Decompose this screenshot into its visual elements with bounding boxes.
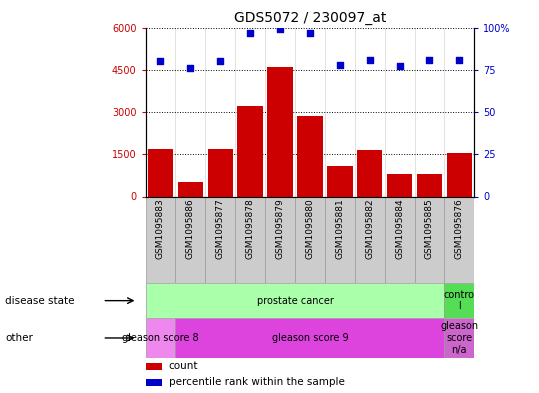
Bar — [178, 182, 203, 196]
Text: GSM1095886: GSM1095886 — [186, 198, 195, 259]
Bar — [447, 153, 472, 196]
Text: other: other — [5, 333, 33, 343]
Bar — [445, 318, 474, 358]
Point — [306, 29, 314, 36]
Point — [455, 57, 464, 63]
Text: GSM1095879: GSM1095879 — [275, 198, 285, 259]
Text: GSM1095882: GSM1095882 — [365, 198, 374, 259]
Point — [186, 65, 195, 71]
Bar — [238, 107, 263, 196]
Bar — [148, 149, 173, 196]
Text: GSM1095880: GSM1095880 — [306, 198, 314, 259]
Text: contro
l: contro l — [444, 290, 475, 311]
Text: prostate cancer: prostate cancer — [257, 296, 334, 306]
Bar — [445, 283, 474, 318]
Text: count: count — [169, 362, 198, 371]
Bar — [146, 196, 175, 283]
Bar — [414, 196, 445, 283]
Text: GSM1095876: GSM1095876 — [455, 198, 464, 259]
Bar — [175, 196, 205, 283]
Text: GSM1095884: GSM1095884 — [395, 198, 404, 259]
Bar — [385, 196, 414, 283]
Point — [276, 26, 285, 32]
Bar — [235, 196, 265, 283]
Bar — [295, 196, 325, 283]
Bar — [297, 116, 323, 196]
Text: gleason score 9: gleason score 9 — [272, 333, 348, 343]
Bar — [146, 363, 162, 370]
Bar — [146, 318, 175, 358]
Bar — [355, 196, 385, 283]
Point — [216, 58, 225, 64]
Text: disease state: disease state — [5, 296, 75, 306]
Text: gleason
score
n/a: gleason score n/a — [440, 321, 479, 354]
Bar — [208, 149, 233, 196]
Bar — [267, 67, 293, 196]
Text: percentile rank within the sample: percentile rank within the sample — [169, 377, 344, 387]
Point — [365, 57, 374, 63]
Text: GSM1095881: GSM1095881 — [335, 198, 344, 259]
Title: GDS5072 / 230097_at: GDS5072 / 230097_at — [234, 11, 386, 25]
Bar — [325, 196, 355, 283]
Bar — [265, 196, 295, 283]
Bar — [205, 196, 235, 283]
Point — [425, 57, 434, 63]
Point — [246, 29, 254, 36]
Text: GSM1095877: GSM1095877 — [216, 198, 225, 259]
Bar — [387, 174, 412, 196]
Point — [395, 63, 404, 70]
Bar — [357, 150, 382, 196]
Text: GSM1095885: GSM1095885 — [425, 198, 434, 259]
Point — [156, 58, 165, 64]
Bar — [146, 379, 162, 386]
Bar — [175, 318, 445, 358]
Point — [335, 62, 344, 68]
Bar — [327, 165, 353, 196]
Bar — [445, 196, 474, 283]
Text: GSM1095883: GSM1095883 — [156, 198, 165, 259]
Text: gleason score 8: gleason score 8 — [122, 333, 199, 343]
Bar — [417, 174, 442, 196]
Text: GSM1095878: GSM1095878 — [246, 198, 254, 259]
